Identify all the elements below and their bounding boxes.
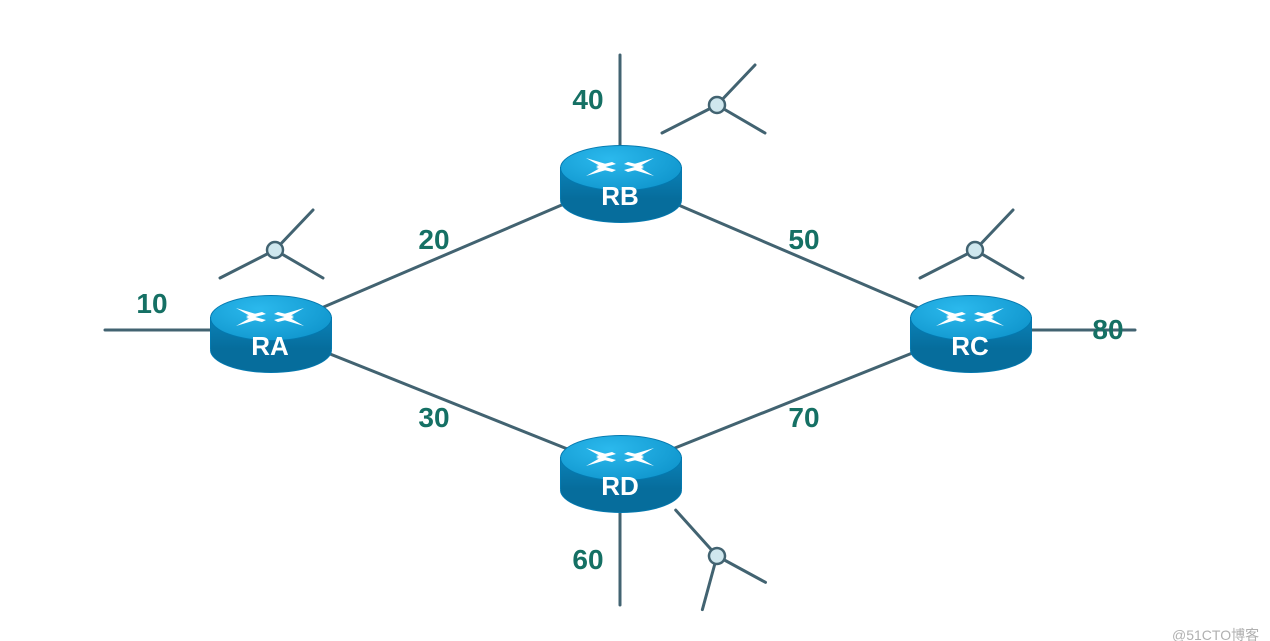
antenna-icon (220, 210, 323, 278)
router-label: RC (910, 331, 1030, 362)
antenna-icon (662, 65, 765, 133)
stub-weight: 40 (572, 84, 603, 116)
router-arrows-icon (582, 440, 658, 474)
stub-weight: 60 (572, 544, 603, 576)
router-arrows-icon (582, 150, 658, 184)
antenna-icon (676, 493, 768, 610)
router-arrows-icon (232, 300, 308, 334)
router-rb: RB (560, 145, 680, 215)
router-rc: RC (910, 295, 1030, 365)
edge-weight: 20 (418, 224, 449, 256)
router-ra: RA (210, 295, 330, 365)
router-label: RD (560, 471, 680, 502)
antenna-icon (920, 210, 1023, 278)
router-arrows-icon (932, 300, 1008, 334)
topology-links (0, 0, 1270, 641)
edge-weight: 30 (418, 402, 449, 434)
router-label: RB (560, 181, 680, 212)
edge-weight: 70 (788, 402, 819, 434)
stub-weight: 80 (1092, 314, 1123, 346)
router-label: RA (210, 331, 330, 362)
edge-weight: 50 (788, 224, 819, 256)
stub-weight: 10 (136, 288, 167, 320)
router-rd: RD (560, 435, 680, 505)
watermark-text: @51CTO博客 (1172, 625, 1259, 641)
